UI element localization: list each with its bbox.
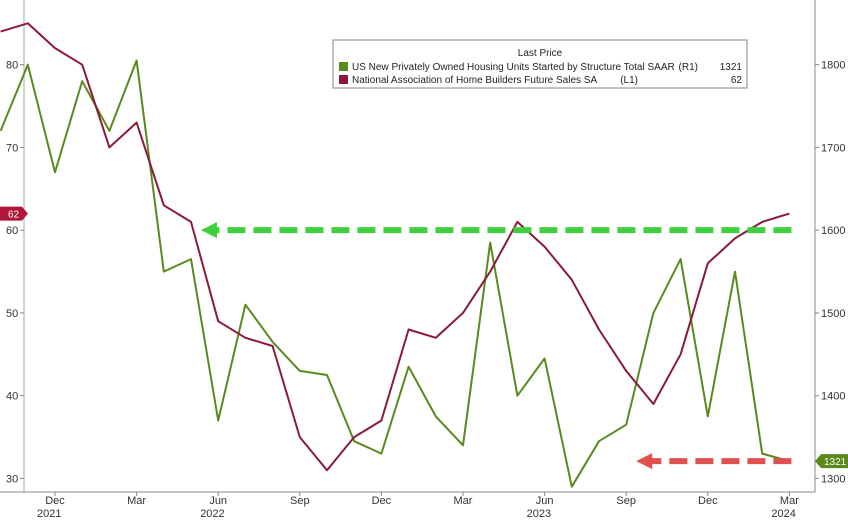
legend-box — [332, 39, 748, 89]
legend-swatch-nahb-future-sales — [339, 75, 348, 84]
right-tick-label: 1800 — [821, 60, 845, 72]
x-year-label: 2024 — [771, 508, 795, 520]
series-line-housing-starts — [0, 59, 790, 488]
x-tick-label: Mar — [454, 495, 473, 507]
right-tick-label: 1500 — [821, 308, 845, 320]
legend-title: Last Price — [518, 48, 563, 59]
left-tick-label: 40 — [6, 391, 18, 403]
legend-label-housing-starts: US New Privately Owned Housing Units Sta… — [352, 62, 675, 73]
legend-axis-tag-nahb-future-sales: (L1) — [620, 75, 638, 86]
x-tick-label: Dec — [372, 495, 392, 507]
x-tick-label: Sep — [290, 495, 310, 507]
right-tick-label: 1700 — [821, 142, 845, 154]
right-last-value-badge — [815, 454, 848, 469]
x-tick-label: Mar — [127, 495, 146, 507]
left-tick-label: 50 — [6, 308, 18, 320]
legend-swatch-housing-starts — [339, 62, 348, 71]
left-last-value-badge — [0, 206, 28, 221]
right-last-value-badge-text: 1321 — [824, 457, 847, 468]
left-last-value-badge-text: 62 — [8, 210, 20, 221]
legend-value-housing-starts: 1321 — [720, 62, 743, 73]
legend-value-nahb-future-sales: 62 — [731, 75, 743, 86]
badges-layer: 62 1321 — [0, 206, 848, 469]
x-tick-label: Mar — [780, 495, 799, 507]
x-tick-label: Jun — [209, 495, 227, 507]
arrows-layer — [201, 222, 792, 470]
x-tick-label: Dec — [698, 495, 718, 507]
right-tick-label: 1600 — [821, 225, 845, 237]
right-tick-label: 1300 — [821, 473, 845, 485]
legend: Last Price US New Privately Owned Housin… — [332, 39, 748, 89]
x-tick-label: Dec — [45, 495, 65, 507]
x-tick-label: Jun — [536, 495, 554, 507]
left-tick-label: 80 — [6, 60, 18, 72]
x-year-label: 2021 — [37, 508, 61, 520]
x-tick-label: Sep — [616, 495, 636, 507]
left-tick-label: 70 — [6, 142, 18, 154]
left-tick-label: 60 — [6, 225, 18, 237]
x-year-label: 2023 — [527, 508, 551, 520]
x-year-label: 2022 — [200, 508, 224, 520]
legend-axis-tag-housing-starts: (R1) — [679, 62, 698, 73]
left-tick-label: 30 — [6, 473, 18, 485]
green-arrowhead — [201, 222, 217, 239]
lines-layer — [0, 22, 790, 488]
right-tick-label: 1400 — [821, 391, 845, 403]
red-arrowhead — [636, 453, 653, 470]
series-line-nahb-future-sales — [0, 22, 790, 472]
legend-label-nahb-future-sales: National Association of Home Builders Fu… — [352, 75, 597, 86]
